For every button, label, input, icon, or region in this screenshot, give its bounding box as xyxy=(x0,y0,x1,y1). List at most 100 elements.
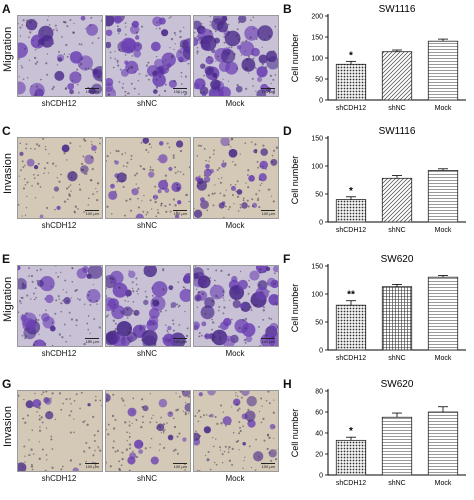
x-tick-label: shCDH12 xyxy=(336,105,366,112)
bar-mock xyxy=(427,170,459,223)
y-tick-label: 0 xyxy=(319,220,323,227)
y-tick-label: 150 xyxy=(311,264,323,271)
x-tick-label: shCDH12 xyxy=(336,355,366,362)
y-tick-label: 0 xyxy=(319,98,323,105)
panel-letter-f: F xyxy=(283,252,291,266)
scale-label: 100 μm xyxy=(173,464,187,469)
micrograph-invasion-mock: 100 μm xyxy=(193,137,279,219)
significance-marker: * xyxy=(349,426,353,437)
panel-letter-h: H xyxy=(283,377,292,391)
y-tick-label: 20 xyxy=(315,452,323,459)
panel-letter-b: B xyxy=(283,2,292,16)
y-axis-label: Cell number xyxy=(290,409,300,458)
x-tick-label: shNC xyxy=(388,355,406,362)
panel-letter-d: D xyxy=(283,124,292,138)
bar-shcdh12 xyxy=(335,63,367,101)
panel-letter-c: C xyxy=(2,124,11,138)
bar-shnc xyxy=(381,286,413,351)
scale-label: 100 μm xyxy=(85,464,99,469)
micrograph-migration-mock: 100 μm xyxy=(193,15,279,97)
condition-label-mock: Mock xyxy=(225,99,245,108)
y-tick-label: 50 xyxy=(315,77,323,84)
y-tick-label: 80 xyxy=(315,389,323,396)
scale-label: 100 μm xyxy=(85,339,99,344)
y-axis-label: Cell number xyxy=(290,156,300,205)
condition-label-shnc: shNC xyxy=(136,221,157,230)
scale-label: 100 μm xyxy=(173,339,187,344)
chart-title: SW620 xyxy=(381,254,414,265)
scale-label: 100 μm xyxy=(173,89,187,94)
y-tick-label: 50 xyxy=(315,320,323,327)
bar-shcdh12 xyxy=(335,439,367,476)
micrograph-migration-shcdh12: 100 μm xyxy=(17,15,103,97)
condition-label-mock: Mock xyxy=(225,349,245,358)
row-label-migration: Migration xyxy=(2,26,14,72)
panel-letter-e: E xyxy=(2,252,11,266)
micrograph-invasion-shcdh12: 100 μm xyxy=(17,390,103,472)
micrograph-invasion-mock: 100 μm xyxy=(193,390,279,472)
scale-bar xyxy=(261,210,275,211)
chart-title: SW1116 xyxy=(379,126,416,137)
bar-shnc xyxy=(381,51,413,101)
scale-bar xyxy=(85,463,99,464)
scale-label: 100 μm xyxy=(261,464,275,469)
y-tick-label: 150 xyxy=(311,35,323,42)
significance-marker: * xyxy=(349,186,353,197)
panel-letter-g: G xyxy=(2,377,12,391)
micrograph-migration-shnc: 100 μm xyxy=(105,15,191,97)
scale-bar xyxy=(261,338,275,339)
bar-chart-4: SW620 Cell number 0 20 40 60 80 * shCDH12 shNC Moc… xyxy=(280,375,474,497)
scale-bar xyxy=(261,463,275,464)
condition-label-shnc: shNC xyxy=(136,349,157,358)
significance-marker: ** xyxy=(347,290,355,301)
condition-label-shcdh12: shCDH12 xyxy=(41,349,77,358)
bar-chart-1: SW1116 Cell number 0 50 100 150 200 * shCDH12 shN… xyxy=(280,0,474,122)
x-tick-label: Mock xyxy=(435,355,452,362)
scale-bar xyxy=(173,463,187,464)
row-label-invasion: Invasion xyxy=(2,153,14,194)
bar-mock xyxy=(427,411,459,476)
bar-chart-3: SW620 Cell number 0 50 100 150 ** shCDH12 shNC Mo… xyxy=(280,250,474,372)
x-tick-label: shCDH12 xyxy=(336,480,366,487)
y-tick-label: 100 xyxy=(311,56,323,63)
bar-mock xyxy=(427,40,459,101)
scale-bar xyxy=(85,210,99,211)
bar-chart-2: SW1116 Cell number 0 50 100 150 * shCDH12 shNC Mo… xyxy=(280,122,474,244)
scale-bar xyxy=(85,88,99,89)
scale-label: 100 μm xyxy=(261,89,275,94)
micrograph-migration-mock: 100 μm xyxy=(193,265,279,347)
y-tick-label: 60 xyxy=(315,410,323,417)
scale-label: 100 μm xyxy=(85,211,99,216)
x-tick-label: shNC xyxy=(388,105,406,112)
y-tick-label: 40 xyxy=(315,431,323,438)
bar-shnc xyxy=(381,177,413,223)
row-label-invasion: Invasion xyxy=(2,406,14,447)
condition-label-shcdh12: shCDH12 xyxy=(41,99,77,108)
scale-label: 100 μm xyxy=(261,339,275,344)
y-axis-label: Cell number xyxy=(290,34,300,83)
micrograph-invasion-shnc: 100 μm xyxy=(105,390,191,472)
scale-bar xyxy=(173,88,187,89)
y-axis-label: Cell number xyxy=(290,284,300,333)
bar-shnc xyxy=(381,416,413,476)
x-tick-label: shNC xyxy=(388,480,406,487)
panel-letter-a: A xyxy=(2,2,11,16)
micrograph-migration-shnc: 100 μm xyxy=(105,265,191,347)
row-label-migration: Migration xyxy=(2,276,14,322)
micrograph-migration-shcdh12: 100 μm xyxy=(17,265,103,347)
chart-title: SW620 xyxy=(381,379,414,390)
scale-bar xyxy=(173,338,187,339)
y-tick-label: 0 xyxy=(319,473,323,480)
y-tick-label: 100 xyxy=(311,164,323,171)
y-tick-label: 200 xyxy=(311,14,323,21)
x-tick-label: Mock xyxy=(435,480,452,487)
x-tick-label: Mock xyxy=(435,227,452,234)
micrograph-invasion-shcdh12: 100 μm xyxy=(17,137,103,219)
condition-label-shcdh12: shCDH12 xyxy=(41,221,77,230)
bar-shcdh12 xyxy=(335,304,367,351)
y-tick-label: 50 xyxy=(315,192,323,199)
chart-title: SW1116 xyxy=(379,4,416,15)
scale-label: 100 μm xyxy=(261,211,275,216)
y-tick-label: 100 xyxy=(311,292,323,299)
x-tick-label: Mock xyxy=(435,105,452,112)
